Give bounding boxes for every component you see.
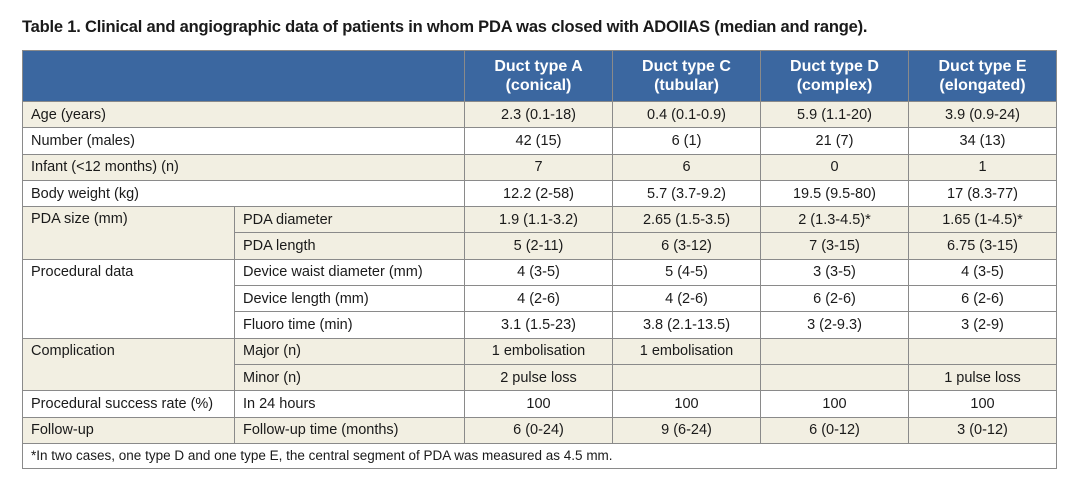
table-row: Body weight (kg) 12.2 (2-58) 5.7 (3.7-9.… [22,179,1057,208]
table-cell: 5.7 (3.7-9.2) [612,179,761,208]
row-sublabel: Device length (mm) [234,285,465,313]
table-row: Follow-up Follow-up time (months) 6 (0-2… [22,416,1057,444]
table-cell: 1.9 (1.1-3.2) [464,206,613,234]
table-row: PDA length 5 (2-11) 6 (3-12) 7 (3-15) 6.… [23,232,1057,260]
table-cell: 3 (2-9.3) [760,311,909,339]
table-cell: 17 (8.3-77) [908,179,1057,208]
table-cell: 5.9 (1.1-20) [760,100,909,129]
table-cell: 0 [760,153,909,181]
table-cell: 6 (3-12) [612,232,761,260]
footnote-row: *In two cases, one type D and one type E… [22,442,1057,469]
table-cell: 6 (2-6) [760,285,909,313]
row-sublabel: PDA length [234,232,465,260]
table-cell: 4 (2-6) [464,285,613,313]
table-row: Procedural success rate (%) In 24 hours … [22,390,1057,418]
table-cell: 3 (0-12) [908,416,1057,444]
table-cell: 1 [908,153,1057,181]
table-cell: 2.65 (1.5-3.5) [612,206,761,234]
table-cell: 100 [760,390,909,418]
table-cell: 100 [612,390,761,418]
header-type-e: Duct type E (elongated) [908,50,1057,102]
table-cell: 4 (3-5) [908,258,1057,287]
table-row: Age (years) 2.3 (0.1-18) 0.4 (0.1-0.9) 5… [22,100,1057,129]
row-label: Age (years) [22,100,465,129]
header-blank [22,50,465,102]
table-row: Minor (n) 2 pulse loss 1 pulse loss [23,363,1057,392]
table-cell: 12.2 (2-58) [464,179,613,208]
table-cell: 1.65 (1-4.5)* [908,206,1057,234]
header-type-a: Duct type A (conical) [464,50,613,102]
table-row: PDA size (mm) PDA diameter 1.9 (1.1-3.2)… [22,206,1057,260]
row-label: Body weight (kg) [22,179,465,208]
table-cell: 0.4 (0.1-0.9) [612,100,761,129]
row-sublabel: PDA diameter [234,206,465,234]
row-sublabel: Fluoro time (min) [234,311,465,339]
row-group-label: PDA size (mm) [22,206,235,260]
table-cell: 6 (2-6) [908,285,1057,313]
row-label: Number (males) [22,127,465,155]
table-row: Device length (mm) 4 (2-6) 4 (2-6) 6 (2-… [23,285,1057,313]
table-cell: 3.1 (1.5-23) [464,311,613,339]
table-cell: 5 (4-5) [612,258,761,287]
table-cell: 4 (3-5) [464,258,613,287]
table-cell [760,337,909,365]
row-group-label: Complication [22,337,235,392]
table-cell: 1 pulse loss [908,363,1057,392]
table-cell: 3.9 (0.9-24) [908,100,1057,129]
row-group-label: Procedural data [22,258,235,339]
table-cell: 2 (1.3-4.5)* [760,206,909,234]
table-cell: 6 [612,153,761,181]
table-cell: 6 (0-12) [760,416,909,444]
row-label: Infant (<12 months) (n) [22,153,465,181]
table-row: Procedural data Device waist diameter (m… [22,258,1057,339]
row-label: Follow-up [22,416,235,444]
table-cell: 4 (2-6) [612,285,761,313]
header-row: Duct type A (conical) Duct type C (tubular… [22,50,1057,102]
table-cell: 100 [908,390,1057,418]
data-table: Duct type A (conical) Duct type C (tubular… [22,50,1057,469]
table-cell: 34 (13) [908,127,1057,155]
table-cell: 7 [464,153,613,181]
table-cell: 9 (6-24) [612,416,761,444]
table-row: Number (males) 42 (15) 6 (1) 21 (7) 34 (… [22,127,1057,155]
table-cell: 7 (3-15) [760,232,909,260]
row-sublabel: Major (n) [234,337,465,365]
table-cell: 42 (15) [464,127,613,155]
table-cell: 1 embolisation [612,337,761,365]
table-cell: 3.8 (2.1-13.5) [612,311,761,339]
table-cell: 2.3 (0.1-18) [464,100,613,129]
row-sublabel: In 24 hours [234,390,465,418]
row-sublabel: Minor (n) [234,363,465,392]
table-cell: 100 [464,390,613,418]
row-label: Procedural success rate (%) [22,390,235,418]
header-type-c: Duct type C (tubular) [612,50,761,102]
table-cell: 6.75 (3-15) [908,232,1057,260]
table-cell: 6 (0-24) [464,416,613,444]
table-cell: 3 (3-5) [760,258,909,287]
table-cell: 5 (2-11) [464,232,613,260]
table-cell: 6 (1) [612,127,761,155]
table-row: Complication Major (n) 1 embolisation 1 … [22,337,1057,392]
table-cell: 3 (2-9) [908,311,1057,339]
table-row: Infant (<12 months) (n) 7 6 0 1 [22,153,1057,181]
table-cell: 21 (7) [760,127,909,155]
row-sublabel: Device waist diameter (mm) [234,258,465,287]
table-cell: 1 embolisation [464,337,613,365]
table-cell [760,363,909,392]
table-title: Table 1. Clinical and angiographic data … [22,18,868,36]
header-type-d: Duct type D (complex) [760,50,909,102]
row-sublabel: Follow-up time (months) [234,416,465,444]
table-row: Fluoro time (min) 3.1 (1.5-23) 3.8 (2.1-… [23,311,1057,339]
table-footnote: *In two cases, one type D and one type E… [22,442,1057,469]
table-cell [612,363,761,392]
table-cell [908,337,1057,365]
table-cell: 2 pulse loss [464,363,613,392]
table-cell: 19.5 (9.5-80) [760,179,909,208]
